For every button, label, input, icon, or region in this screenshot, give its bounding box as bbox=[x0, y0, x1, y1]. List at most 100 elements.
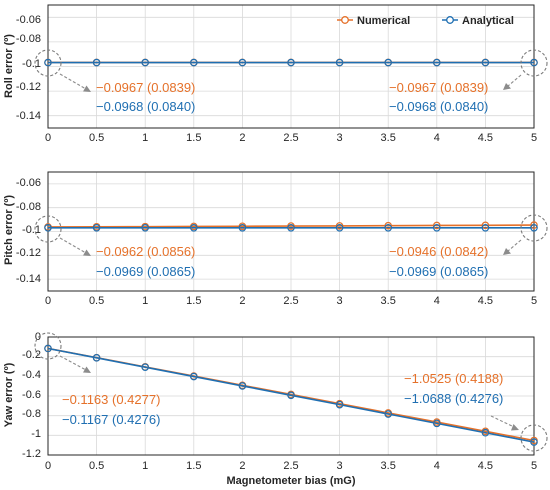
x-tick-label: 0.5 bbox=[89, 295, 104, 307]
data-point-analytical bbox=[432, 419, 441, 428]
x-tick-label: 1 bbox=[142, 460, 148, 472]
y-tick-label: -1 bbox=[31, 428, 41, 440]
data-point-analytical bbox=[432, 58, 441, 67]
highlight-circle-right bbox=[520, 49, 548, 77]
annotation-numerical-left: −0.1163 (0.4277) bbox=[62, 392, 160, 407]
x-tick-label: 1.5 bbox=[186, 295, 201, 307]
arrowhead-icon bbox=[503, 248, 511, 255]
arrowhead-icon bbox=[83, 249, 91, 256]
x-tick-label: 3.5 bbox=[381, 295, 396, 307]
x-tick-label: 2.5 bbox=[283, 295, 298, 307]
data-point-analytical bbox=[238, 224, 247, 232]
x-tick-label: 1.5 bbox=[186, 460, 201, 472]
highlight-circle-left bbox=[34, 332, 62, 360]
data-point-analytical bbox=[530, 438, 538, 446]
data-point-analytical bbox=[287, 391, 295, 400]
x-tick-label: 2 bbox=[239, 132, 245, 144]
data-point-numerical bbox=[432, 221, 441, 230]
x-tick-label: 0 bbox=[45, 132, 51, 144]
arrowhead-icon bbox=[511, 424, 519, 431]
data-point-analytical bbox=[432, 224, 441, 232]
highlight-circle-left bbox=[34, 49, 62, 77]
x-axis-label: Magnetometer bias (mG) bbox=[227, 475, 356, 487]
x-tick-label: 4 bbox=[434, 295, 440, 307]
highlight-circle-right bbox=[520, 424, 548, 452]
data-point-analytical bbox=[92, 58, 101, 67]
x-tick-label: 4 bbox=[434, 132, 440, 144]
legend-entry-numerical: Numerical bbox=[357, 15, 410, 27]
y-tick-label: -0.08 bbox=[16, 33, 41, 45]
x-tick-label: 4.5 bbox=[478, 295, 493, 307]
y-tick-label: -0.1 bbox=[22, 224, 41, 236]
x-tick-label: 3 bbox=[337, 460, 343, 472]
x-tick-label: 3.5 bbox=[381, 132, 396, 144]
annotation-analytical-right: −0.0969 (0.0865) bbox=[389, 264, 488, 279]
data-point-analytical bbox=[190, 372, 198, 381]
annotation-arrow-right bbox=[507, 239, 522, 252]
x-tick-label: 1 bbox=[142, 295, 148, 307]
data-point-analytical bbox=[335, 224, 344, 232]
data-point-numerical bbox=[384, 221, 393, 230]
y-tick-label: -0.14 bbox=[16, 110, 41, 122]
annotation-numerical-right: −0.0967 (0.0839) bbox=[389, 80, 488, 95]
y-tick-label: -0.06 bbox=[16, 177, 41, 189]
legend-entry-analytical: Analytical bbox=[462, 15, 514, 27]
x-tick-label: 5 bbox=[531, 460, 537, 472]
x-tick-label: 3 bbox=[337, 295, 343, 307]
annotation-arrow-left bbox=[59, 237, 87, 254]
data-point-analytical bbox=[384, 224, 393, 232]
panel-pitch: -0.06 -0.08 -0.1 -0.12 -0.14 0 0.5 1 1.5… bbox=[3, 171, 548, 307]
data-point-analytical bbox=[481, 58, 490, 67]
data-point-analytical bbox=[384, 410, 393, 418]
data-point-analytical bbox=[481, 428, 490, 437]
arrowhead-icon bbox=[83, 366, 91, 373]
y-axis-label: Roll error (º) bbox=[3, 34, 15, 98]
data-point-analytical bbox=[44, 58, 52, 67]
x-tick-label: 0.5 bbox=[89, 460, 104, 472]
x-tick-label: 1 bbox=[142, 132, 148, 144]
data-point-analytical bbox=[141, 363, 150, 371]
annotation-arrow-left bbox=[59, 355, 87, 371]
data-point-analytical bbox=[141, 224, 150, 232]
annotation-arrow-right bbox=[490, 415, 515, 428]
annotation-numerical-right: −1.0525 (0.4188) bbox=[404, 371, 503, 386]
data-point-analytical bbox=[287, 224, 295, 232]
y-tick-label: -0.1 bbox=[22, 58, 41, 70]
x-tick-label: 0 bbox=[45, 295, 51, 307]
x-tick-label: 0.5 bbox=[89, 132, 104, 144]
annotation-arrow-right bbox=[507, 74, 522, 87]
x-tick-label: 4.5 bbox=[478, 132, 493, 144]
y-tick-label: -0.14 bbox=[16, 273, 41, 285]
legend-marker-analytical bbox=[446, 16, 454, 24]
x-tick-label: 4 bbox=[434, 460, 440, 472]
data-point-analytical bbox=[44, 344, 52, 353]
panel-yaw: 0 -0.2 -0.4 -0.6 -0.8 -1 -1.2 0 0.5 1 1.… bbox=[3, 331, 548, 487]
series-line-analytical bbox=[47, 347, 535, 443]
annotation-numerical-left: −0.0967 (0.0839) bbox=[96, 80, 195, 95]
annotation-analytical-left: −0.1167 (0.4276) bbox=[62, 412, 160, 427]
data-point-numerical bbox=[481, 221, 490, 230]
annotation-arrow-left bbox=[59, 73, 87, 90]
annotation-numerical-right: −0.0946 (0.0842) bbox=[389, 244, 488, 259]
x-tick-label: 5 bbox=[531, 295, 537, 307]
y-axis-label: Pitch error (º) bbox=[3, 195, 15, 265]
x-tick-label: 3 bbox=[337, 132, 343, 144]
x-tick-label: 4.5 bbox=[478, 460, 493, 472]
data-point-analytical bbox=[384, 58, 393, 67]
data-point-analytical bbox=[335, 400, 344, 409]
data-point-analytical bbox=[141, 58, 150, 67]
annotation-analytical-left: −0.0968 (0.0840) bbox=[96, 99, 195, 114]
x-tick-label: 2.5 bbox=[283, 132, 298, 144]
panel-roll: -0.06 -0.08 -0.1 -0.12 -0.14 0 0.5 1 1.5… bbox=[3, 4, 548, 144]
y-tick-label: -0.12 bbox=[16, 81, 41, 93]
x-tick-label: 5 bbox=[531, 132, 537, 144]
x-tick-label: 1.5 bbox=[186, 132, 201, 144]
arrowhead-icon bbox=[83, 85, 91, 92]
y-tick-label: -0.2 bbox=[22, 349, 41, 361]
data-point-analytical bbox=[238, 58, 247, 67]
plot-frame bbox=[47, 336, 535, 456]
x-tick-label: 0 bbox=[45, 460, 51, 472]
data-point-analytical bbox=[530, 224, 538, 232]
x-tick-label: 2.5 bbox=[283, 460, 298, 472]
